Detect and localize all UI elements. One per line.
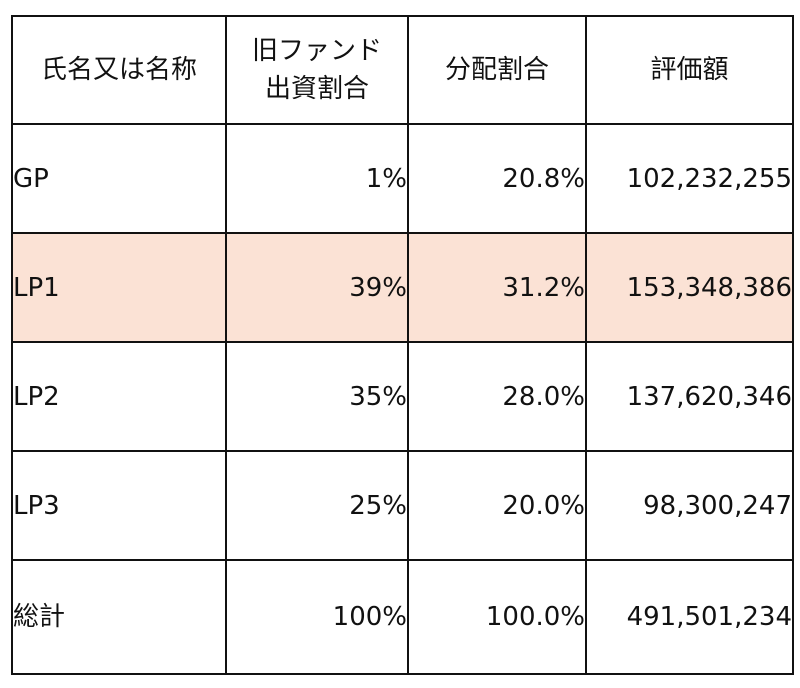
total-row: 総計 100% 100.0% 491,501,234 xyxy=(11,559,794,675)
cell-name: LP1 xyxy=(11,232,227,343)
header-row: 氏名又は名称 旧ファンド 出資割合 分配割合 評価額 xyxy=(11,15,794,125)
table-row: GP 1% 20.8% 102,232,255 xyxy=(11,123,794,234)
cell-old-fund-share: 1% xyxy=(225,123,409,234)
cell-distribution-ratio: 20.0% xyxy=(407,450,587,561)
header-name: 氏名又は名称 xyxy=(11,15,227,125)
header-distribution-ratio: 分配割合 xyxy=(407,15,587,125)
cell-name: GP xyxy=(11,123,227,234)
cell-valuation: 137,620,346 xyxy=(585,341,794,452)
cell-total-label: 総計 xyxy=(11,559,227,675)
table-row: LP3 25% 20.0% 98,300,247 xyxy=(11,450,794,561)
distribution-table: 氏名又は名称 旧ファンド 出資割合 分配割合 評価額 GP 1% 20.8% 1… xyxy=(11,15,794,675)
cell-valuation: 102,232,255 xyxy=(585,123,794,234)
header-old-fund-share: 旧ファンド 出資割合 xyxy=(225,15,409,125)
table-row-highlighted: LP1 39% 31.2% 153,348,386 xyxy=(11,232,794,343)
cell-valuation: 153,348,386 xyxy=(585,232,794,343)
table-row: LP2 35% 28.0% 137,620,346 xyxy=(11,341,794,452)
cell-distribution-ratio: 31.2% xyxy=(407,232,587,343)
cell-distribution-ratio: 28.0% xyxy=(407,341,587,452)
cell-valuation: 98,300,247 xyxy=(585,450,794,561)
header-valuation: 評価額 xyxy=(585,15,794,125)
cell-old-fund-share: 35% xyxy=(225,341,409,452)
cell-distribution-ratio: 20.8% xyxy=(407,123,587,234)
cell-name: LP2 xyxy=(11,341,227,452)
cell-total-valuation: 491,501,234 xyxy=(585,559,794,675)
cell-old-fund-share: 39% xyxy=(225,232,409,343)
cell-total-old-fund-share: 100% xyxy=(225,559,409,675)
cell-total-distribution-ratio: 100.0% xyxy=(407,559,587,675)
cell-old-fund-share: 25% xyxy=(225,450,409,561)
cell-name: LP3 xyxy=(11,450,227,561)
